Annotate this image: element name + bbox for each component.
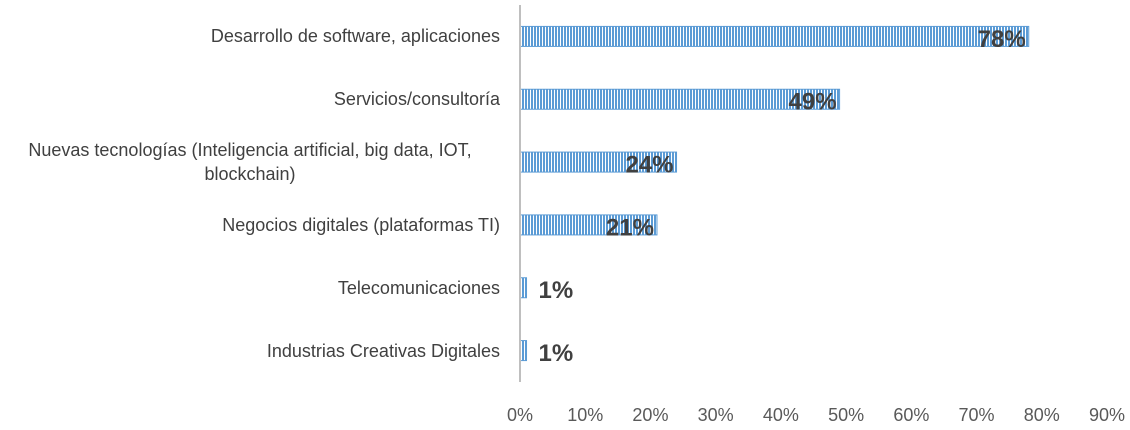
- data-label: 24%: [625, 151, 673, 178]
- category-label: Desarrollo de software, aplicaciones: [0, 6, 500, 66]
- category-label: Industrias Creativas Digitales: [0, 321, 500, 381]
- x-tick-label: 80%: [1024, 405, 1060, 425]
- x-tick-label: 40%: [763, 405, 799, 425]
- bar: [519, 25, 1030, 47]
- x-tick-label: 0%: [507, 405, 533, 425]
- x-tick-label: 70%: [959, 405, 995, 425]
- category-text: Industrias Creativas Digitales: [266, 340, 500, 361]
- category-text: Negocios digitales (plataformas TI): [222, 214, 500, 235]
- x-tick-label: 20%: [632, 405, 668, 425]
- x-tick-label: 50%: [828, 405, 864, 425]
- x-tick-label: 30%: [698, 405, 734, 425]
- data-label: 1%: [539, 340, 574, 367]
- data-label: 1%: [539, 277, 574, 304]
- x-tick-label: 90%: [1089, 405, 1125, 425]
- x-tick-label: 60%: [893, 405, 929, 425]
- category-label: Nuevas tecnologías (Inteligencia artific…: [0, 132, 500, 192]
- category-label: Servicios/consultoría: [0, 69, 500, 129]
- category-label: Telecomunicaciones: [0, 258, 500, 318]
- data-label: 49%: [789, 89, 837, 116]
- data-label: 78%: [978, 26, 1026, 53]
- category-label: Negocios digitales (plataformas TI): [0, 195, 500, 255]
- x-tick-label: 10%: [567, 405, 603, 425]
- category-text: Servicios/consultoría: [333, 89, 500, 110]
- category-text: Nuevas tecnologías (Inteligencia artific…: [28, 140, 472, 185]
- data-label: 21%: [606, 214, 654, 241]
- category-text: Desarrollo de software, aplicaciones: [210, 26, 500, 47]
- category-text: Telecomunicaciones: [337, 277, 500, 298]
